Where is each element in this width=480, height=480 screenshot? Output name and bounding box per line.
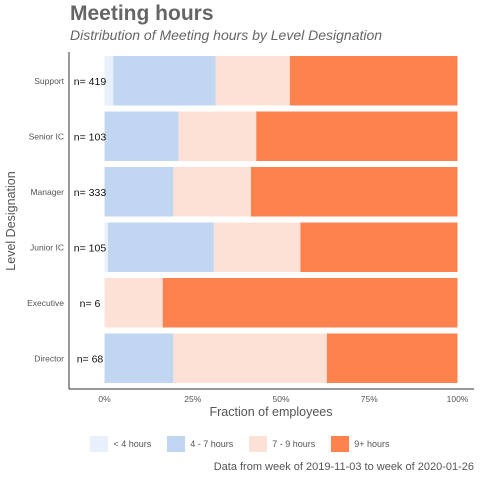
bar-segment-support-0 bbox=[104, 56, 114, 106]
chart-legend: < 4 hours 4 - 7 hours 7 - 9 hours 9+ hours bbox=[0, 436, 480, 452]
chart-subtitle: Distribution of Meeting hours by Level D… bbox=[70, 27, 383, 43]
bar-segment-senior-ic-3 bbox=[256, 111, 458, 161]
count-label: n= 419 bbox=[74, 76, 107, 88]
bar-segment-junior-ic-2 bbox=[213, 222, 301, 272]
count-label: n= 68 bbox=[77, 353, 104, 365]
legend-label: 9+ hours bbox=[354, 439, 390, 449]
legend-label: 7 - 9 hours bbox=[272, 439, 316, 449]
y-tick-label: Director bbox=[34, 353, 64, 363]
legend-swatch bbox=[167, 436, 186, 452]
legend-item: 9+ hours bbox=[331, 436, 390, 452]
bar-segment-junior-ic-1 bbox=[108, 222, 214, 272]
bar-segment-director-3 bbox=[326, 333, 458, 383]
y-tick-label: Senior IC bbox=[29, 131, 64, 141]
y-tick-label: Manager bbox=[30, 187, 64, 197]
legend-swatch bbox=[90, 436, 109, 452]
x-tick-label: 75% bbox=[361, 394, 378, 404]
bar-segment-executive-2 bbox=[104, 278, 163, 328]
bar-segment-support-1 bbox=[113, 56, 216, 106]
count-label: n= 6 bbox=[80, 298, 101, 310]
bar-segment-support-3 bbox=[289, 56, 458, 106]
y-tick-label: Junior IC bbox=[30, 242, 64, 252]
bar-segment-junior-ic-0 bbox=[104, 222, 109, 272]
legend-item: < 4 hours bbox=[90, 436, 151, 452]
y-tick-label: Executive bbox=[27, 298, 64, 308]
bar-segment-manager-2 bbox=[173, 167, 251, 217]
bar-segment-senior-ic-1 bbox=[104, 111, 179, 161]
x-tick-label: 100% bbox=[447, 394, 469, 404]
bar-segment-senior-ic-2 bbox=[178, 111, 257, 161]
count-label: n= 105 bbox=[74, 242, 107, 254]
y-axis-title: Level Designation bbox=[4, 171, 18, 270]
legend-item: 4 - 7 hours bbox=[167, 436, 233, 452]
bar-segment-director-1 bbox=[104, 333, 174, 383]
legend-item: 7 - 9 hours bbox=[249, 436, 315, 452]
chart-title: Meeting hours bbox=[70, 2, 214, 25]
x-axis-title: Fraction of employees bbox=[210, 405, 333, 419]
y-tick-label: Support bbox=[34, 76, 64, 86]
bar-segment-manager-3 bbox=[250, 167, 458, 217]
bar-segment-support-2 bbox=[215, 56, 290, 106]
bar-segment-junior-ic-3 bbox=[300, 222, 458, 272]
x-tick-label: 50% bbox=[272, 394, 289, 404]
legend-swatch bbox=[331, 436, 350, 452]
bar-segment-executive-3 bbox=[162, 278, 458, 328]
bar-segment-director-2 bbox=[173, 333, 327, 383]
count-label: n= 103 bbox=[74, 131, 107, 143]
x-tick-label: 25% bbox=[184, 394, 201, 404]
bar-segment-manager-1 bbox=[104, 167, 174, 217]
chart-caption: Data from week of 2019-11-03 to week of … bbox=[213, 461, 474, 473]
legend-label: 4 - 7 hours bbox=[190, 439, 234, 449]
x-tick-label: 0% bbox=[98, 394, 111, 404]
legend-label: < 4 hours bbox=[113, 439, 152, 449]
legend-swatch bbox=[249, 436, 268, 452]
count-label: n= 333 bbox=[74, 187, 107, 199]
